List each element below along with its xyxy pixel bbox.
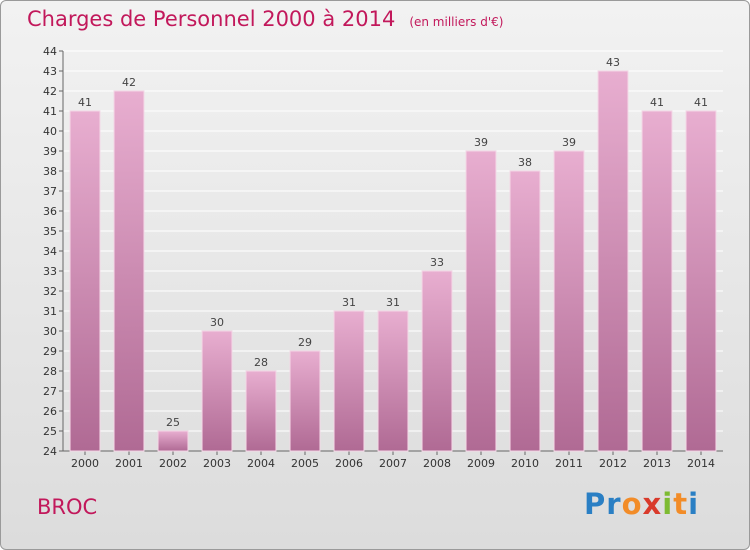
bar-value-label: 25 <box>166 416 180 429</box>
y-tick-label: 32 <box>43 285 57 298</box>
y-tick-label: 39 <box>43 145 57 158</box>
bar-2005 <box>289 350 321 452</box>
x-tick-label: 2002 <box>159 457 187 470</box>
logo-letter: x <box>642 487 663 521</box>
bar-value-label: 41 <box>78 96 92 109</box>
logo-letter: t <box>673 487 689 521</box>
bar-2011 <box>553 150 585 452</box>
bar-2007 <box>377 310 409 452</box>
bar-value-label: 39 <box>562 136 576 149</box>
logo-letter: P <box>584 487 607 521</box>
x-tick-label: 2013 <box>643 457 671 470</box>
bar-value-label: 33 <box>430 256 444 269</box>
bar-value-label: 29 <box>298 336 312 349</box>
y-tick-label: 35 <box>43 225 57 238</box>
bar-value-label: 30 <box>210 316 224 329</box>
chart-unit: (en milliers d'€) <box>409 15 504 29</box>
y-tick-label: 36 <box>43 205 57 218</box>
x-tick-label: 2010 <box>511 457 539 470</box>
bar-2001 <box>113 90 145 452</box>
bar-2008 <box>421 270 453 452</box>
bar-2000 <box>69 110 101 452</box>
x-tick-label: 2007 <box>379 457 407 470</box>
x-tick-label: 2011 <box>555 457 583 470</box>
bar-value-label: 42 <box>122 76 136 89</box>
y-tick-label: 41 <box>43 105 57 118</box>
x-tick-label: 2003 <box>203 457 231 470</box>
location-name: BROC <box>37 495 98 519</box>
y-tick-label: 33 <box>43 265 57 278</box>
y-tick-label: 26 <box>43 405 57 418</box>
chart-title-text: Charges de Personnel 2000 à 2014 <box>27 7 396 31</box>
bars <box>69 70 717 452</box>
y-tick-label: 40 <box>43 125 57 138</box>
x-tick-label: 2000 <box>71 457 99 470</box>
chart-title: Charges de Personnel 2000 à 2014 (en mill… <box>27 7 503 31</box>
y-tick-label: 44 <box>43 45 57 58</box>
y-tick-label: 34 <box>43 245 57 258</box>
logo-letter: o <box>621 487 643 521</box>
bar-value-label: 38 <box>518 156 532 169</box>
y-tick-label: 29 <box>43 345 57 358</box>
logo-letter: i <box>688 487 700 521</box>
x-tick-label: 2012 <box>599 457 627 470</box>
logo-letter: r <box>606 487 622 521</box>
y-tick-label: 28 <box>43 365 57 378</box>
bar-value-label: 31 <box>342 296 356 309</box>
x-tick-label: 2008 <box>423 457 451 470</box>
bar-2014 <box>685 110 717 452</box>
y-tick-label: 31 <box>43 305 57 318</box>
bar-value-label: 28 <box>254 356 268 369</box>
logo-letter: i <box>662 487 674 521</box>
proxiti-logo[interactable]: Proxiti <box>584 487 699 521</box>
bar-value-label: 39 <box>474 136 488 149</box>
data-labels: 41 42 25 30 28 29 31 31 33 39 38 39 43 41 41 <box>78 56 708 429</box>
x-tick-label: 2009 <box>467 457 495 470</box>
x-tick-label: 2006 <box>335 457 363 470</box>
y-tick-label: 30 <box>43 325 57 338</box>
y-tick-label: 38 <box>43 165 57 178</box>
y-tick-label: 24 <box>43 445 57 458</box>
bar-2004 <box>245 370 277 452</box>
bar-2002 <box>157 430 189 452</box>
y-tick-label: 43 <box>43 65 57 78</box>
bar-2010 <box>509 170 541 452</box>
bar-2003 <box>201 330 233 452</box>
x-tick-label: 2004 <box>247 457 275 470</box>
y-tick-label: 27 <box>43 385 57 398</box>
bar-value-label: 41 <box>694 96 708 109</box>
bar-2006 <box>333 310 365 452</box>
x-tick-label: 2014 <box>687 457 715 470</box>
bar-value-label: 43 <box>606 56 620 69</box>
bar-2013 <box>641 110 673 452</box>
bar-value-label: 41 <box>650 96 664 109</box>
y-tick-label: 25 <box>43 425 57 438</box>
bar-value-label: 31 <box>386 296 400 309</box>
y-tick-label: 37 <box>43 185 57 198</box>
y-tick-label: 42 <box>43 85 57 98</box>
bar-2009 <box>465 150 497 452</box>
x-tick-label: 2001 <box>115 457 143 470</box>
bar-2012 <box>597 70 629 452</box>
x-tick-label: 2005 <box>291 457 319 470</box>
